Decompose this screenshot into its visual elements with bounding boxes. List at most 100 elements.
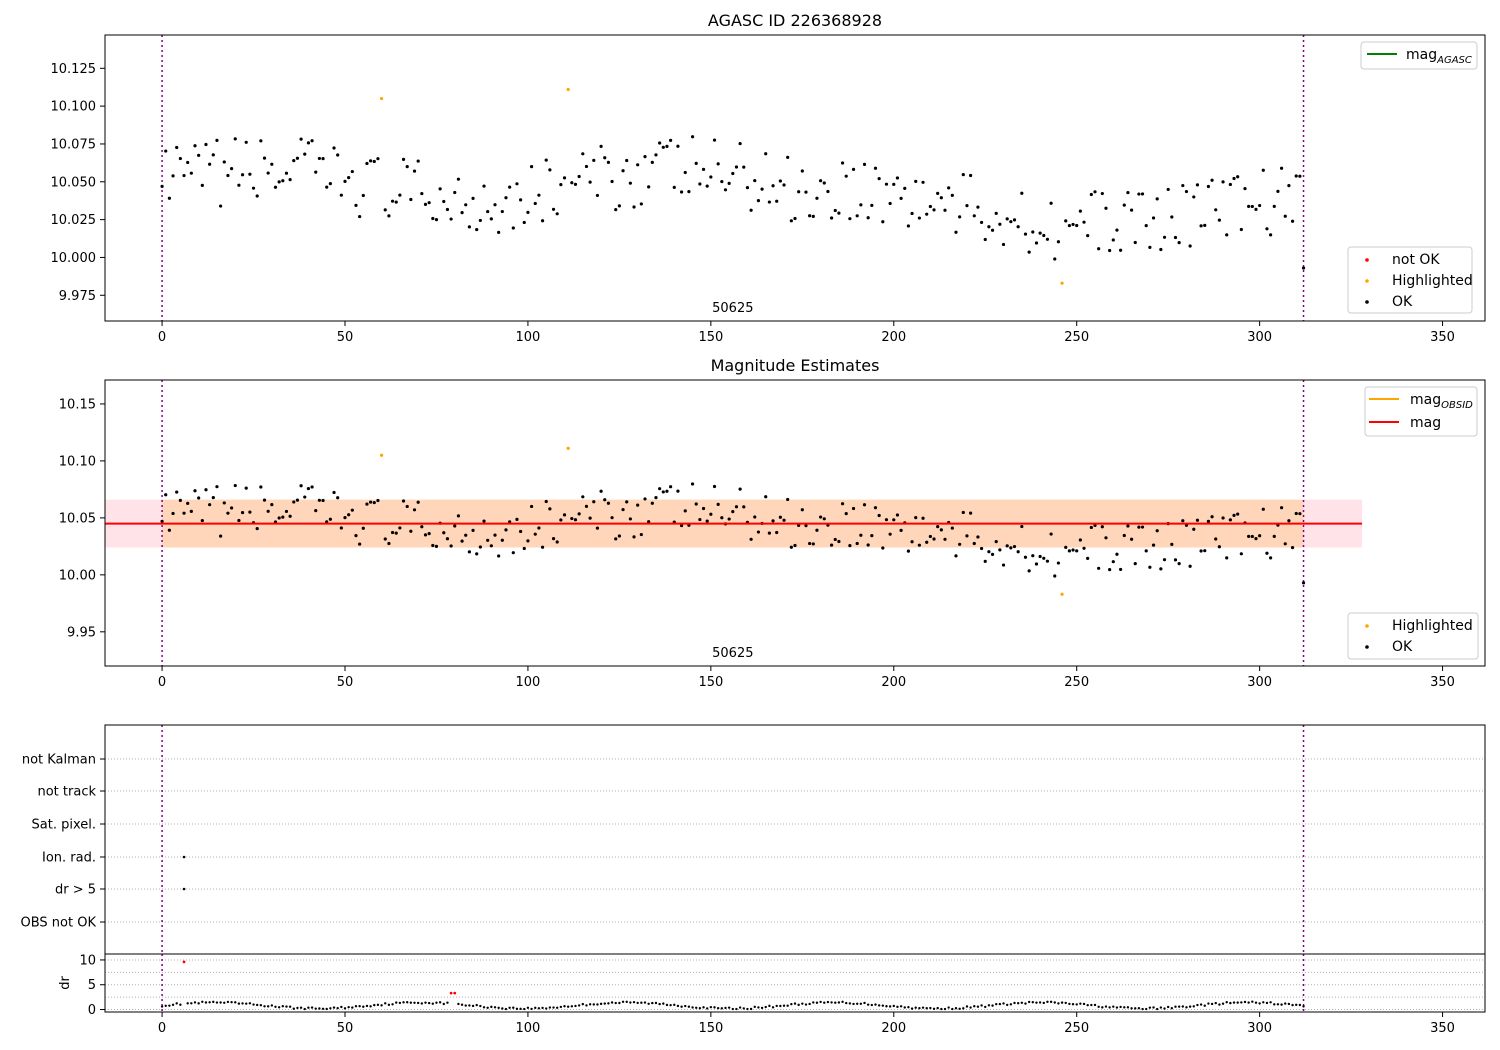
point-ok — [226, 511, 230, 515]
point-ok — [1177, 240, 1181, 245]
point-ok — [661, 490, 665, 494]
dr-point — [599, 1002, 603, 1006]
dr-point — [651, 1001, 654, 1005]
point-ok — [570, 181, 574, 185]
dr-point — [270, 1004, 274, 1007]
point-ok — [581, 495, 585, 499]
point-ok — [753, 178, 757, 183]
point-ok — [917, 543, 921, 547]
point-ok — [555, 212, 559, 216]
point-ok — [771, 519, 775, 523]
point-ok — [701, 167, 706, 171]
point-ok — [811, 542, 815, 546]
flag-label: dr > 5 — [55, 883, 96, 898]
point-ok — [819, 179, 823, 183]
dr-point — [314, 1007, 317, 1010]
point-ok — [438, 187, 442, 191]
point-ok — [939, 528, 943, 532]
dr-point — [727, 1006, 731, 1009]
point-ok — [939, 196, 943, 200]
point-ok — [987, 550, 991, 554]
dr-point — [318, 1007, 321, 1010]
dr-point — [292, 1007, 295, 1010]
flag-label: Ion. rad. — [42, 851, 96, 866]
point-highlighted — [1060, 281, 1064, 285]
point-ok — [1071, 548, 1075, 552]
dr-point — [1086, 1003, 1089, 1007]
legend-label-mag-obsid: magOBSID — [1410, 392, 1473, 411]
x-tick-label: 100 — [516, 675, 541, 690]
point-ok — [943, 208, 947, 212]
dr-point — [830, 1001, 833, 1004]
point-ok — [654, 496, 658, 500]
point-ok — [786, 497, 790, 502]
point-ok — [917, 216, 921, 220]
point-ok — [1258, 203, 1262, 208]
point-ok — [734, 165, 739, 169]
point-ok — [292, 159, 296, 163]
point-ok — [193, 489, 197, 493]
dr-point — [987, 1004, 991, 1007]
point-ok — [288, 178, 292, 182]
point-ok — [211, 153, 215, 157]
dr-point — [654, 1001, 658, 1005]
point-ok — [449, 217, 453, 221]
point-ok — [1210, 178, 1214, 182]
dr-point — [351, 1006, 354, 1009]
point-ok — [1206, 519, 1211, 524]
dr-point — [925, 1007, 928, 1010]
point-ok — [1067, 549, 1071, 553]
point-ok — [423, 202, 428, 206]
x-tick-label: 250 — [1064, 1021, 1089, 1036]
point-ok — [716, 502, 720, 506]
point-ok — [178, 498, 182, 502]
point-ok — [778, 179, 782, 183]
point-ok — [449, 544, 453, 548]
dr-point — [332, 1006, 336, 1009]
point-ok — [628, 181, 632, 185]
dr-point — [1024, 1002, 1027, 1005]
point-ok — [1225, 556, 1229, 560]
point-ok — [954, 230, 958, 234]
dr-point — [457, 1002, 460, 1006]
point-ok — [636, 163, 640, 167]
x-tick-label: 300 — [1247, 675, 1272, 690]
point-ok — [365, 161, 369, 166]
dr-point — [259, 1004, 263, 1007]
dr-point — [958, 1007, 961, 1010]
point-ok — [1093, 190, 1097, 194]
point-ok — [650, 501, 654, 505]
dr-point — [709, 1005, 713, 1009]
point-ok — [456, 177, 461, 181]
point-ok — [958, 215, 962, 219]
point-ok — [515, 517, 519, 521]
point-ok — [314, 509, 318, 513]
dr-point — [1079, 1002, 1082, 1005]
point-ok — [394, 200, 398, 204]
point-ok — [354, 534, 358, 538]
dr-point — [395, 1001, 398, 1004]
point-ok — [1133, 240, 1137, 245]
dr-point — [636, 1001, 639, 1005]
point-ok — [837, 539, 841, 544]
point-ok — [1053, 574, 1057, 578]
point-ok — [1023, 555, 1028, 559]
point-ok — [314, 170, 318, 174]
dr-point — [621, 1000, 625, 1004]
dr-point — [1247, 1001, 1250, 1004]
flag-label: Sat. pixel. — [32, 818, 96, 833]
point-ok — [240, 510, 245, 515]
point-ok — [193, 144, 197, 148]
dr-point — [716, 1006, 720, 1010]
x-tick-label: 300 — [1247, 330, 1272, 345]
dr-point — [859, 1002, 863, 1005]
point-ok — [731, 510, 735, 514]
dr-point — [618, 1001, 621, 1005]
dr-point — [731, 1007, 735, 1011]
y-tick-label: 10.10 — [59, 454, 96, 469]
dr-point — [1093, 1003, 1097, 1007]
point-ok — [925, 540, 929, 544]
point-ok — [679, 523, 684, 528]
point-ok — [508, 185, 512, 189]
dr-point — [204, 1001, 208, 1004]
